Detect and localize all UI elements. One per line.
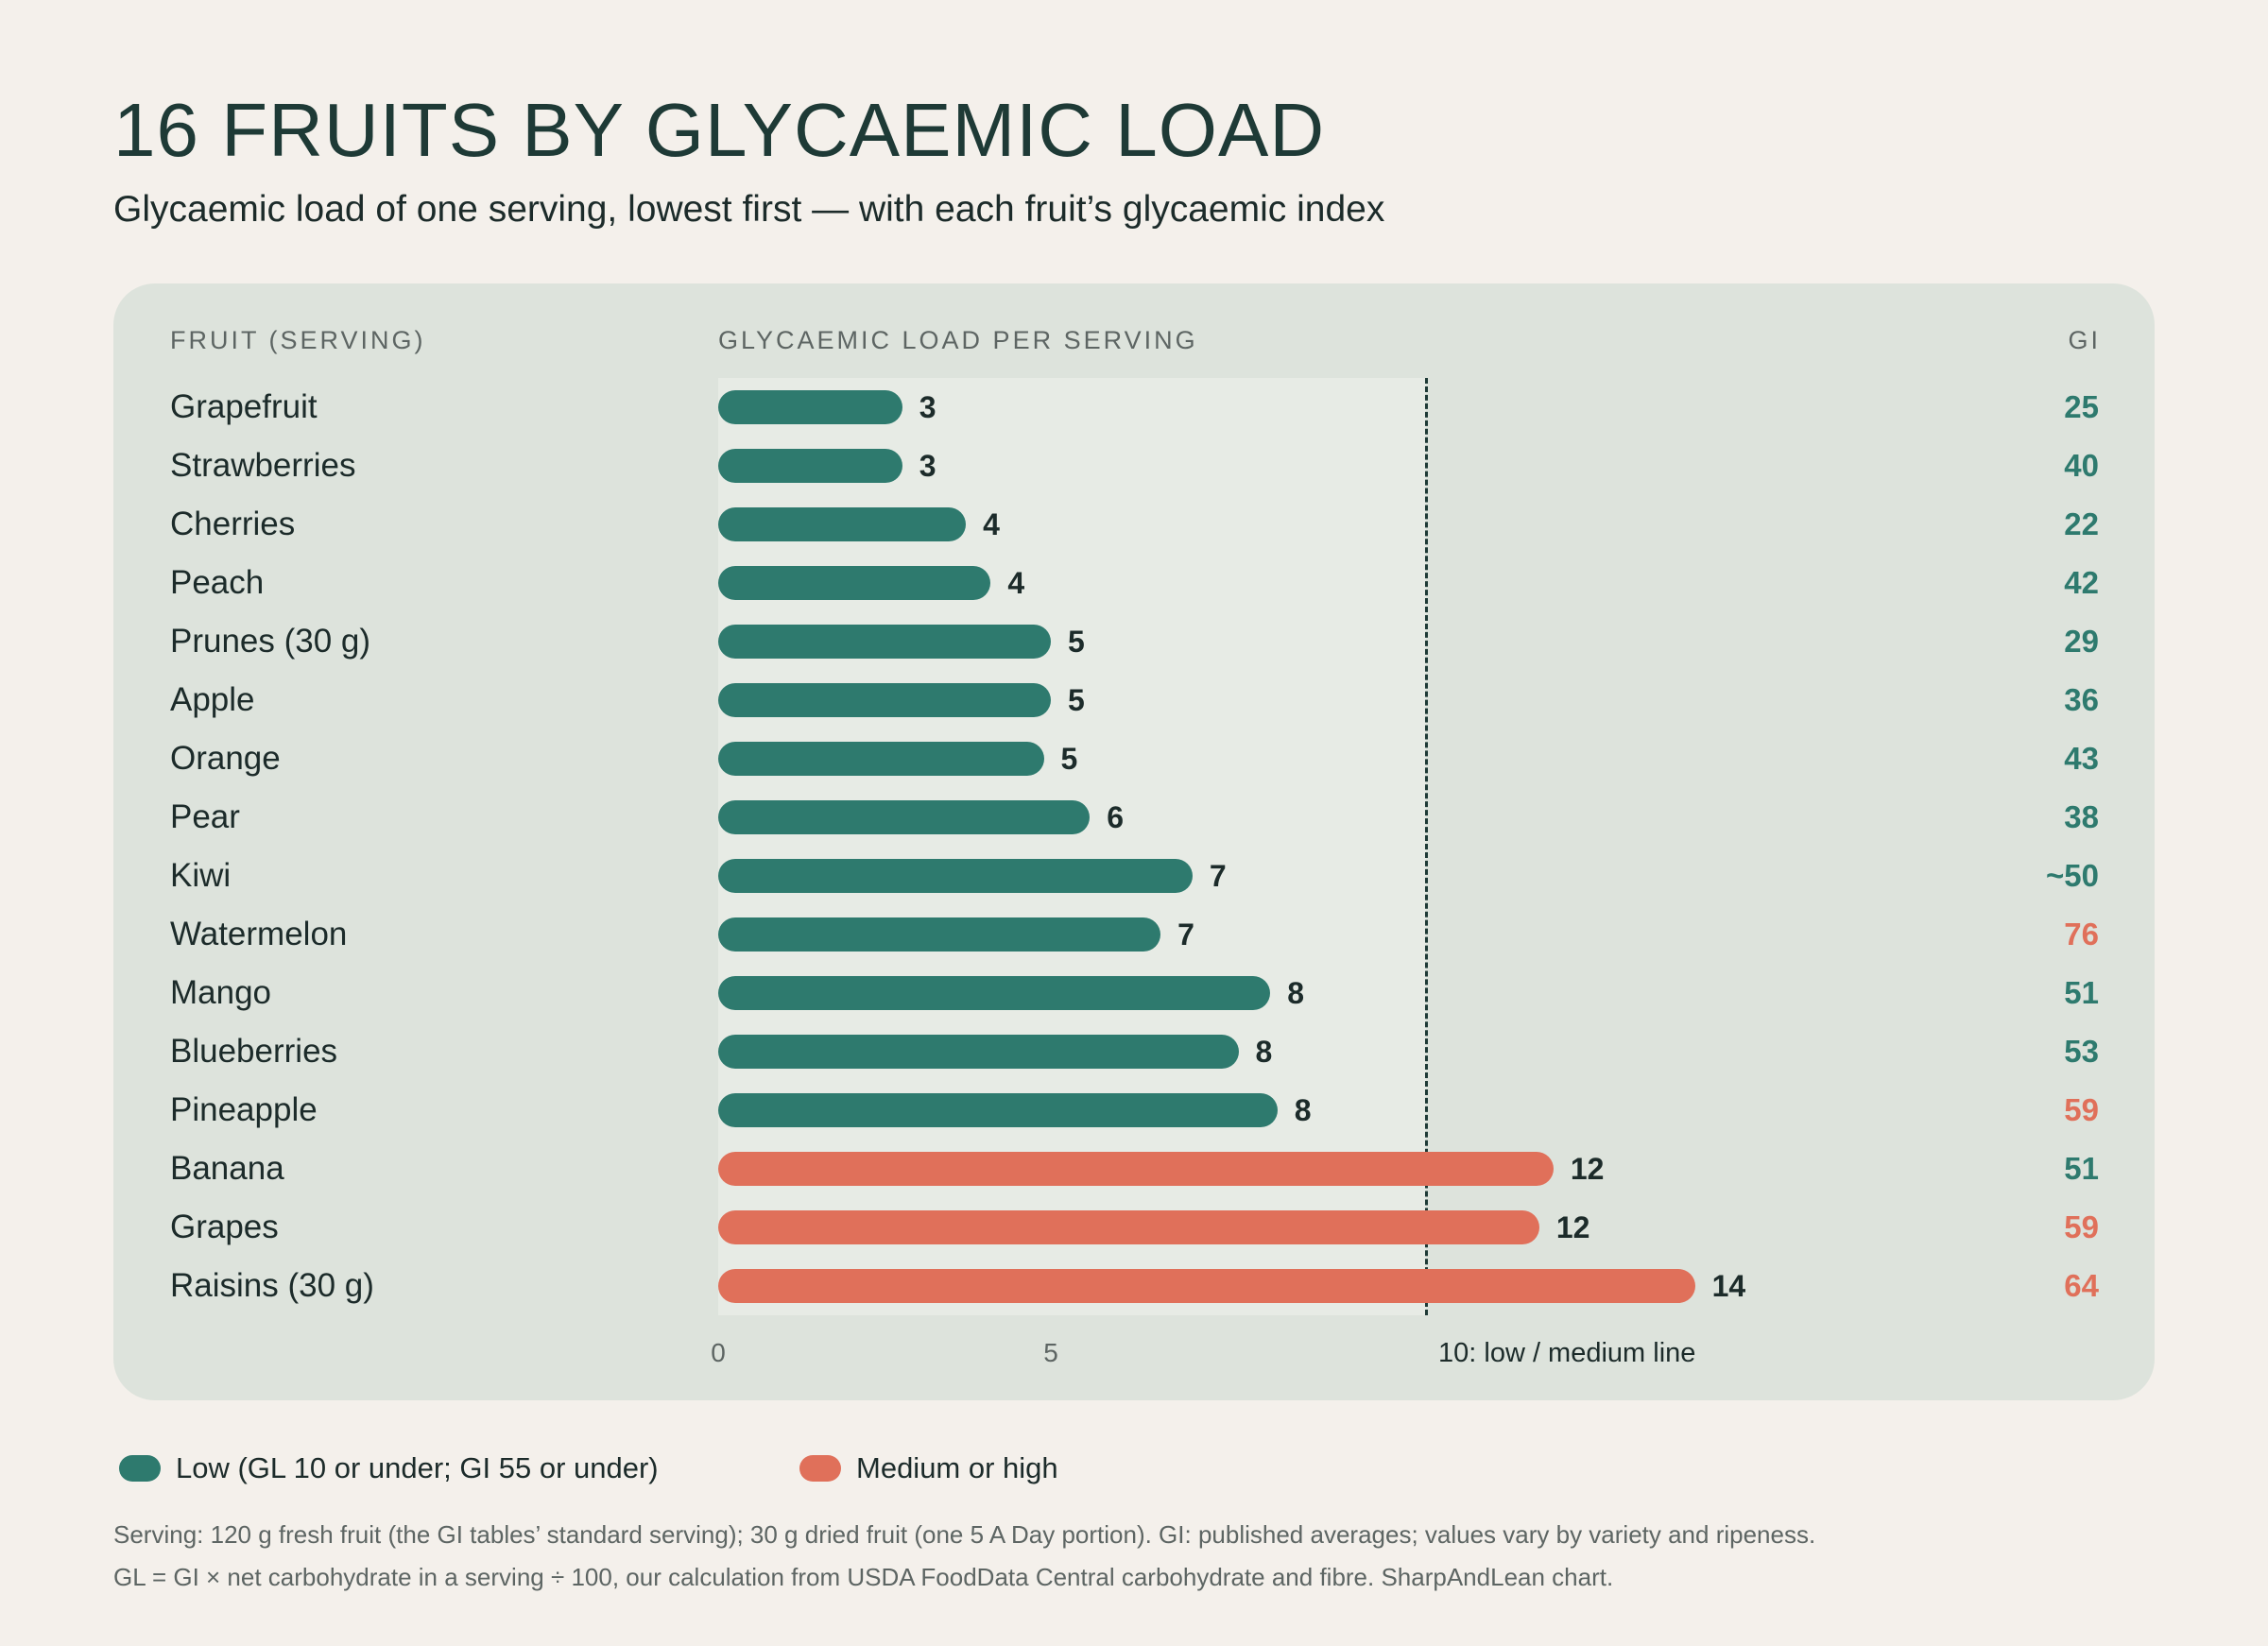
load-value-label: 14 [1711, 1269, 1746, 1303]
load-bar [718, 1035, 1239, 1069]
load-value-label: 4 [983, 507, 1000, 541]
load-bar [718, 1269, 1695, 1303]
fruit-column-header: FRUIT (SERVING) [170, 326, 426, 354]
load-value-label: 12 [1555, 1210, 1590, 1244]
fruit-label: Banana [170, 1150, 284, 1187]
chart-title: 16 FRUITS BY GLYCAEMIC LOAD [113, 88, 1326, 172]
fruit-label: Cherries [170, 506, 296, 542]
load-bar [718, 917, 1161, 952]
gi-value: 25 [2064, 389, 2099, 424]
load-bar [718, 800, 1091, 834]
table-row: Peach 4 42 [0, 554, 2268, 612]
x-tick-5: 5 [1043, 1338, 1058, 1367]
fruit-label: Prunes (30 g) [170, 623, 371, 660]
table-row: Prunes (30 g) 5 29 [0, 612, 2268, 671]
fruit-label: Raisins (30 g) [170, 1267, 374, 1304]
fruit-label: Strawberries [170, 447, 356, 484]
gi-value: 76 [2064, 917, 2099, 952]
load-bar [718, 976, 1271, 1010]
load-bar [718, 507, 967, 541]
fruit-label: Pineapple [170, 1091, 318, 1128]
load-bar [718, 566, 991, 600]
table-row: Apple 5 36 [0, 671, 2268, 729]
table-row: Orange 5 43 [0, 729, 2268, 788]
load-value-label: 12 [1570, 1152, 1605, 1186]
fruit-label: Pear [170, 798, 240, 835]
chart-subtitle: Glycaemic load of one serving, lowest fi… [113, 189, 1385, 230]
gi-value: 38 [2064, 799, 2099, 834]
table-row: Raisins (30 g) 14 64 [0, 1257, 2268, 1315]
gi-value: 59 [2064, 1209, 2099, 1244]
load-value-label: 5 [1060, 742, 1078, 776]
load-bar [718, 625, 1052, 659]
legend-swatch-low [119, 1455, 161, 1482]
footnote-serving: Serving: 120 g fresh fruit (the GI table… [113, 1520, 1816, 1549]
load-value-label: 5 [1068, 683, 1085, 717]
load-value-label: 8 [1294, 1093, 1312, 1127]
load-value-label: 4 [1007, 566, 1025, 600]
gi-value: 51 [2064, 975, 2099, 1010]
table-row: Kiwi 7 ~50 [0, 847, 2268, 905]
load-bar [718, 1210, 1539, 1244]
gi-value: 64 [2064, 1268, 2099, 1303]
gi-value: 53 [2064, 1034, 2099, 1069]
load-value-label: 8 [1287, 976, 1305, 1010]
gi-value: 51 [2064, 1151, 2099, 1186]
fruit-label: Mango [170, 974, 272, 1011]
legend-label-medium-high: Medium or high [856, 1451, 1058, 1484]
gi-value: 42 [2064, 565, 2099, 600]
fruit-label: Orange [170, 740, 281, 777]
fruit-label: Apple [170, 681, 255, 718]
load-value-label: 3 [919, 390, 936, 424]
table-row: Mango 8 51 [0, 964, 2268, 1022]
gi-value: 40 [2064, 448, 2099, 483]
load-bar [718, 859, 1193, 893]
fruit-label: Grapes [170, 1209, 279, 1245]
gi-value: 59 [2064, 1092, 2099, 1127]
table-row: Blueberries 8 53 [0, 1022, 2268, 1081]
load-column-header: GLYCAEMIC LOAD PER SERVING [718, 326, 1198, 354]
legend-label-low: Low (GL 10 or under; GI 55 or under) [176, 1451, 659, 1484]
load-bar [718, 683, 1052, 717]
load-bar [718, 1152, 1554, 1186]
table-row: Strawberries 3 40 [0, 437, 2268, 495]
load-value-label: 3 [919, 449, 936, 483]
fruit-label: Peach [170, 564, 265, 601]
gi-value: 36 [2064, 682, 2099, 717]
table-row: Banana 12 51 [0, 1140, 2268, 1198]
table-row: Grapefruit 3 25 [0, 378, 2268, 437]
footnote-method: GL = GI × net carbohydrate in a serving … [113, 1563, 1614, 1591]
load-value-label: 7 [1177, 917, 1194, 952]
load-bar [718, 742, 1044, 776]
table-row: Pear 6 38 [0, 788, 2268, 847]
load-value-label: 5 [1068, 625, 1085, 659]
table-row: Grapes 12 59 [0, 1198, 2268, 1257]
table-row: Pineapple 8 59 [0, 1081, 2268, 1140]
gi-column-header: GI [2068, 326, 2101, 354]
gi-value: 29 [2064, 624, 2099, 659]
fruit-label: Kiwi [170, 857, 232, 894]
threshold-label: 10: low / medium line [1438, 1338, 1696, 1368]
load-bar [718, 1093, 1278, 1127]
gi-value: 22 [2064, 506, 2099, 541]
table-row: Watermelon 7 76 [0, 905, 2268, 964]
table-row: Cherries 4 22 [0, 495, 2268, 554]
load-value-label: 8 [1255, 1035, 1273, 1069]
threshold-line [1425, 378, 1428, 1315]
load-value-label: 6 [1107, 800, 1125, 834]
gi-value: 43 [2064, 741, 2099, 776]
fruit-label: Watermelon [170, 916, 348, 952]
load-bar [718, 390, 902, 424]
gi-value: ~50 [2046, 858, 2099, 893]
fruit-label: Grapefruit [170, 388, 318, 425]
fruit-label: Blueberries [170, 1033, 338, 1070]
load-value-label: 7 [1209, 859, 1227, 893]
x-tick-0: 0 [711, 1338, 726, 1367]
legend-swatch-medium-high [799, 1455, 841, 1482]
load-bar [718, 449, 902, 483]
